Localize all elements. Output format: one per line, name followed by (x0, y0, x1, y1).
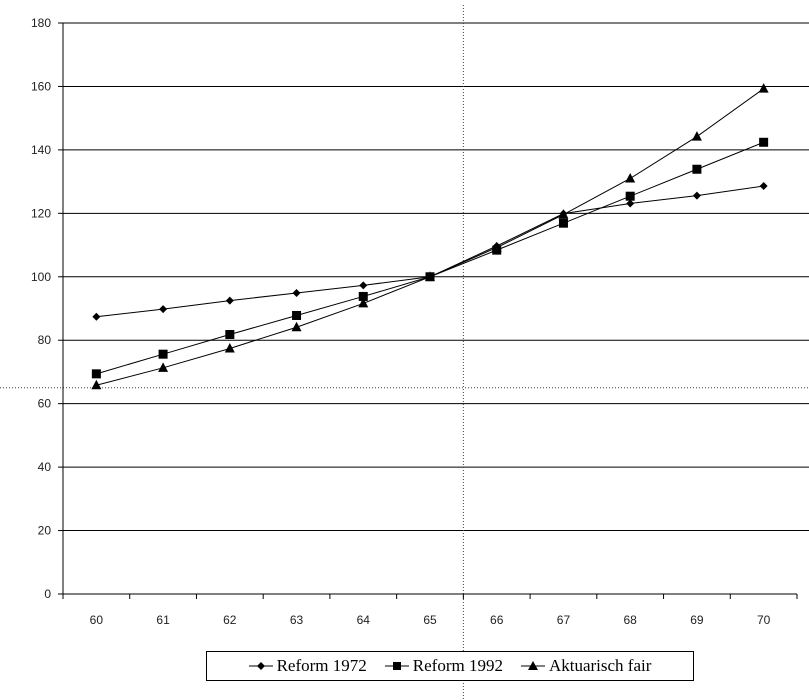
data-point (358, 291, 368, 301)
data-point (91, 369, 101, 379)
square-marker-icon (384, 662, 409, 670)
data-point (758, 83, 769, 93)
x-tick-label: 60 (90, 613, 104, 627)
series-line (96, 185, 764, 318)
data-point (691, 131, 702, 141)
y-tick-label: 40 (38, 460, 52, 474)
data-point (491, 242, 502, 252)
x-tick-label: 65 (423, 613, 437, 627)
series-0 (92, 182, 768, 321)
data-point (425, 271, 435, 281)
data-point (291, 321, 302, 332)
axes (58, 22, 798, 599)
legend-label: Reform 1972 (276, 656, 367, 675)
series-line (96, 88, 764, 386)
x-tick-label: 62 (223, 613, 237, 627)
y-tick-labels: 0 20 40 60 80 100 120 140 160 180 (31, 16, 51, 601)
y-tick-label: 80 (38, 333, 52, 347)
y-tick-label: 160 (31, 79, 51, 93)
data-point (292, 310, 302, 320)
triangle-marker-icon (520, 661, 545, 670)
series-line (96, 141, 764, 375)
data-point (558, 218, 568, 228)
y-tick-label: 120 (31, 206, 51, 220)
data-point (692, 164, 702, 174)
data-point (224, 342, 235, 353)
series-2 (91, 83, 769, 390)
x-tick-label: 63 (290, 613, 304, 627)
series-1 (91, 137, 769, 379)
data-point (225, 296, 234, 305)
series-group (91, 83, 769, 390)
data-point (92, 312, 101, 321)
x-tick-label: 67 (557, 613, 571, 627)
x-tick-labels: 60 61 62 63 64 65 66 67 68 69 70 (90, 613, 771, 627)
legend-label: Aktuarisch fair (548, 656, 652, 675)
data-point (91, 379, 102, 390)
data-point (759, 182, 768, 191)
reference-lines (0, 5, 809, 700)
data-point (358, 297, 369, 308)
data-point (159, 305, 168, 314)
x-tick-label: 61 (156, 613, 170, 627)
data-point (625, 191, 635, 201)
x-tick-label: 70 (757, 613, 771, 627)
x-tick-label: 64 (357, 613, 371, 627)
legend: Reform 1972 Reform 1992 Aktuarisch fair (206, 651, 694, 681)
data-point (158, 349, 168, 359)
legend-item-reform-1972: Reform 1972 (248, 656, 367, 676)
data-point (158, 362, 169, 372)
data-point (292, 288, 301, 297)
data-point (359, 281, 368, 290)
data-point (759, 137, 769, 147)
x-tick-label: 68 (624, 613, 638, 627)
legend-item-reform-1992: Reform 1992 (384, 656, 503, 676)
diamond-marker-icon (248, 662, 273, 670)
y-tick-label: 100 (31, 270, 51, 284)
y-tick-label: 140 (31, 143, 51, 157)
y-tick-label: 0 (44, 587, 51, 601)
gridlines (63, 22, 809, 532)
data-point (626, 199, 635, 208)
y-tick-label: 180 (31, 16, 51, 30)
x-tick-label: 69 (690, 613, 704, 627)
legend-item-aktuarisch-fair: Aktuarisch fair (520, 656, 652, 676)
x-tick-label: 66 (490, 613, 504, 627)
y-tick-label: 20 (38, 524, 52, 538)
data-point (625, 172, 636, 183)
legend-label: Reform 1992 (412, 656, 503, 675)
data-point (558, 209, 569, 219)
data-point (225, 330, 235, 340)
data-point (692, 191, 701, 200)
y-tick-label: 60 (38, 397, 52, 411)
